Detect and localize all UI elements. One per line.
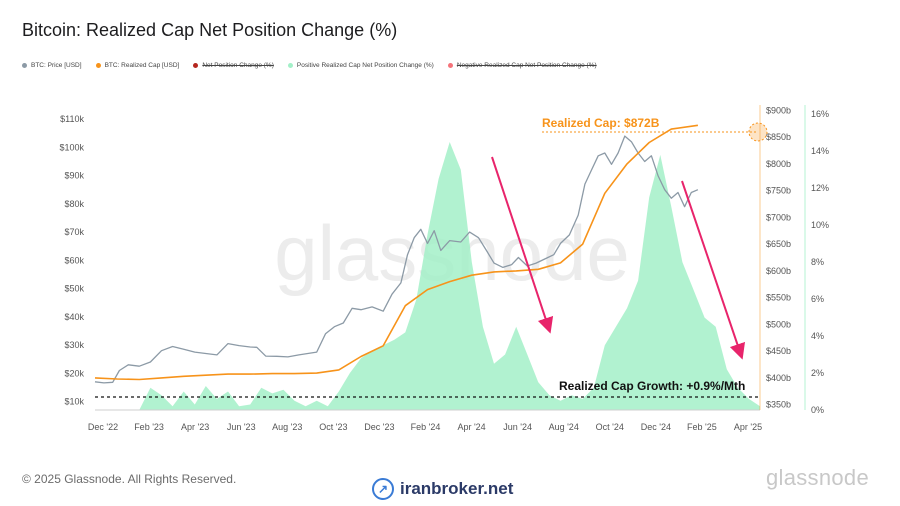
series-lines-group [94,124,699,384]
y-right-tick-label: 8% [811,257,824,267]
y-right-tick-label: 0% [811,405,824,415]
annotations-group: Realized Cap: $872B Realized Cap Growth: … [95,116,768,398]
chart-title: Bitcoin: Realized Cap Net Position Chang… [22,20,398,40]
y-right-tick-label: 12% [811,183,829,193]
positive-change-area [95,142,760,410]
legend-dot [95,63,101,68]
legend-label: Positive Realized Cap Net Position Chang… [296,62,434,69]
x-tick-label: Aug '24 [549,422,579,432]
x-tick-label: Oct '23 [319,422,347,432]
y-mid-tick-label: $800b [766,159,791,169]
y-right-tick-label: 4% [811,331,824,341]
y-left-tick-label: $70k [64,227,84,237]
legend-item-net-position-change[interactable]: Net Position Change (%) [193,62,274,69]
y-mid-tick-label: $850b [766,132,791,142]
y-right-tick-label: 2% [811,368,824,378]
x-tick-label: Dec '24 [641,422,671,432]
y-right-tick-label: 10% [811,220,829,230]
legend-item-realized-cap[interactable]: BTC: Realized Cap [USD] [95,62,180,69]
legend-label: Net Position Change (%) [202,62,274,69]
legend: BTC: Price [USD] BTC: Realized Cap [USD]… [22,62,597,69]
footer-brand-logo: glassnode [766,465,869,490]
x-tick-label: Feb '25 [687,422,717,432]
y-mid-tick-label: $550b [766,293,791,303]
y-left-tick-label: $10k [64,397,84,407]
x-tick-label: Jun '24 [503,422,532,432]
y-left-tick-label: $110k [60,114,84,124]
growth-label: Realized Cap Growth: +0.9%/Mth [559,379,745,393]
y-right-tick-label: 16% [811,109,829,119]
y-left-tick-label: $50k [64,284,84,294]
y-mid-tick-label: $750b [766,186,791,196]
x-tick-label: Jun '23 [227,422,256,432]
legend-dot [193,63,199,68]
x-tick-label: Apr '25 [734,422,762,432]
y-mid-tick-label: $600b [766,266,791,276]
x-tick-label: Oct '24 [596,422,624,432]
y-left-tick-label: $20k [64,368,84,378]
y-left-tick-label: $100k [59,142,84,152]
x-tick-label: Feb '23 [134,422,164,432]
legend-label: BTC: Price [USD] [31,62,82,69]
y-left-tick-label: $90k [64,171,84,181]
legend-dot [22,63,27,68]
y-mid-tick-label: $450b [766,346,791,356]
legend-item-negative-change[interactable]: Negative Realized Cap Net Position Chang… [447,62,597,69]
positive-change-area-group [95,142,760,410]
down-arrow-2 [681,180,746,360]
y-mid-tick-label: $900b [766,105,791,115]
trend-up-icon: ↗ [372,478,394,500]
legend-dot [287,63,293,68]
x-tick-label: Feb '24 [411,422,441,432]
legend-label: BTC: Realized Cap [USD] [104,62,180,69]
footer-copyright: © 2025 Glassnode. All Rights Reserved. [22,472,237,486]
legend-label: Negative Realized Cap Net Position Chang… [456,62,597,69]
y-mid-tick-label: $700b [766,212,791,222]
y-mid-tick-label: $650b [766,239,791,249]
y-right-tick-label: 14% [811,146,829,156]
y-mid-tick-label: $400b [766,373,791,383]
x-tick-label: Aug '23 [272,422,302,432]
realized-cap-line [94,124,699,381]
y-left-tick-label: $60k [64,255,84,265]
site-badge-label: iranbroker.net [400,479,514,498]
legend-dot [447,63,453,68]
y-mid-tick-label: $350b [766,400,791,410]
legend-item-positive-change[interactable]: Positive Realized Cap Net Position Chang… [287,62,434,69]
x-tick-label: Dec '22 [88,422,118,432]
y-mid-tick-label: $500b [766,319,791,329]
realized-cap-label: Realized Cap: $872B [542,116,660,130]
y-left-tick-label: $40k [64,312,84,322]
down-arrow-1 [491,156,554,334]
y-left-tick-label: $30k [64,340,84,350]
x-tick-label: Apr '24 [457,422,485,432]
site-badge[interactable]: ↗ iranbroker.net [372,478,513,500]
axes-group: Dec '22 Feb '23 Apr '23 Jun '23 Aug '23 Oct '… [59,105,829,432]
y-left-tick-label: $80k [64,199,84,209]
realized-cap-marker [748,122,768,142]
y-right-tick-label: 6% [811,294,824,304]
price-line [94,135,699,384]
legend-item-price[interactable]: BTC: Price [USD] [22,62,82,69]
x-tick-label: Apr '23 [181,422,209,432]
x-tick-label: Dec '23 [364,422,394,432]
